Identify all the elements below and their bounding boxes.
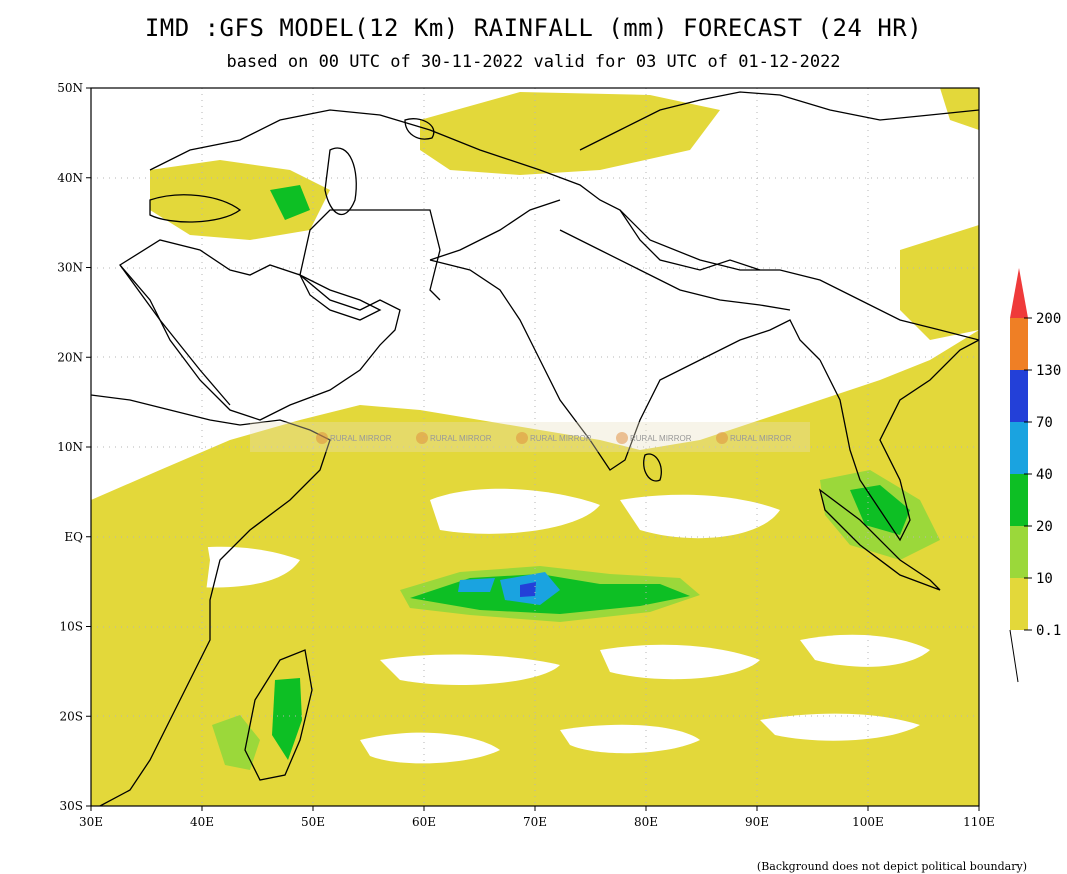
watermark-text: RURAL MIRROR [730, 434, 792, 443]
persian-gulf-outline [298, 273, 382, 321]
lon-label: 70E [523, 815, 547, 829]
iran-border [299, 209, 441, 301]
colorbar: 0.1 10 20 40 70 130 200 [1009, 268, 1061, 683]
colorbar-label: 40 [1036, 467, 1053, 483]
colorbar-label: 10 [1036, 571, 1053, 587]
aral-outline [404, 118, 435, 140]
no-rain-patch [560, 724, 700, 754]
no-rain-patch [360, 732, 500, 764]
himalaya-border [559, 229, 791, 311]
rain-very-heavy-band-2 [458, 578, 495, 592]
colorbar-arrow-bottom [1009, 629, 1019, 683]
colorbar-segment [1010, 526, 1028, 578]
lat-label: 20S [60, 709, 84, 723]
lat-label: 50N [57, 81, 83, 95]
sri-lanka-outline [643, 453, 662, 482]
no-rain-patch [800, 634, 930, 667]
rain-heavy-caucasus [270, 185, 310, 220]
rain-extreme-band [520, 582, 536, 597]
lat-label: 40N [57, 171, 83, 185]
india-outline [429, 259, 821, 471]
map-footer-note: (Background does not depict political bo… [756, 860, 1027, 873]
no-rain-patch [430, 488, 600, 534]
lat-label: 20N [57, 350, 83, 364]
lon-label: 40E [190, 815, 214, 829]
lat-label: 10N [57, 440, 83, 454]
arabia-outline [119, 239, 401, 421]
coastlines [91, 91, 979, 806]
black-sea-outline [149, 194, 242, 223]
no-rain-patch [380, 654, 560, 685]
north-outline [579, 91, 979, 151]
colorbar-label: 0.1 [1036, 623, 1061, 639]
colorbar-segment [1010, 318, 1028, 370]
lon-label: 30E [79, 815, 103, 829]
lon-label: 50E [301, 815, 325, 829]
lon-label: 110E [963, 815, 995, 829]
lat-label: 10S [60, 620, 84, 634]
rain-region-east-africa [91, 490, 210, 780]
southeast-asia-outline [819, 339, 979, 542]
watermark-text: RURAL MIRROR [430, 434, 492, 443]
no-rain-patch [760, 713, 920, 741]
pakistan-border [429, 199, 561, 261]
colorbar-segment [1010, 370, 1028, 422]
lat-label: 30S [60, 799, 84, 813]
central-asia-outline [149, 109, 979, 341]
watermark-text: RURAL MIRROR [330, 434, 392, 443]
rain-region-central-asia [420, 92, 720, 175]
watermark-text: RURAL MIRROR [530, 434, 592, 443]
watermark-text: RURAL MIRROR [630, 434, 692, 443]
no-rain-patch [620, 494, 780, 539]
lat-label: 30N [57, 261, 83, 275]
map-title: IMD :GFS MODEL(12 Km) RAINFALL (mm) FORE… [144, 14, 923, 42]
colorbar-label: 20 [1036, 519, 1053, 535]
lon-label: 60E [412, 815, 436, 829]
lon-label: 100E [852, 815, 884, 829]
colorbar-segment [1010, 578, 1028, 630]
china-border [619, 209, 761, 271]
rain-region-east [900, 225, 979, 340]
red-sea-outline [119, 264, 231, 406]
no-rain-patch [600, 644, 760, 680]
lat-label: EQ [64, 530, 83, 544]
colorbar-segment [1010, 422, 1028, 474]
colorbar-label: 70 [1036, 415, 1053, 431]
colorbar-segment [1010, 474, 1028, 526]
colorbar-label: 200 [1036, 311, 1061, 327]
lon-label: 80E [634, 815, 658, 829]
map-subtitle: based on 00 UTC of 30-11-2022 valid for … [226, 52, 841, 72]
madagascar-outline [244, 649, 313, 781]
caspian-outline [324, 147, 357, 215]
rain-region-east-north [940, 88, 979, 130]
axis-labels: 50N 40N 30N 20N 10N EQ 10S 20S 30S 30E 40E 50E 60E 70… [57, 81, 995, 829]
lon-label: 90E [745, 815, 769, 829]
colorbar-arrow-top [1010, 268, 1028, 318]
colorbar-label: 130 [1036, 363, 1061, 379]
africa-outline [91, 394, 331, 806]
graticule [91, 88, 979, 806]
watermark-band: RURAL MIRROR RURAL MIRROR RURAL MIRROR R… [250, 422, 810, 452]
rain-heavy-madagascar [272, 678, 302, 760]
sumatra-outline [818, 488, 941, 591]
